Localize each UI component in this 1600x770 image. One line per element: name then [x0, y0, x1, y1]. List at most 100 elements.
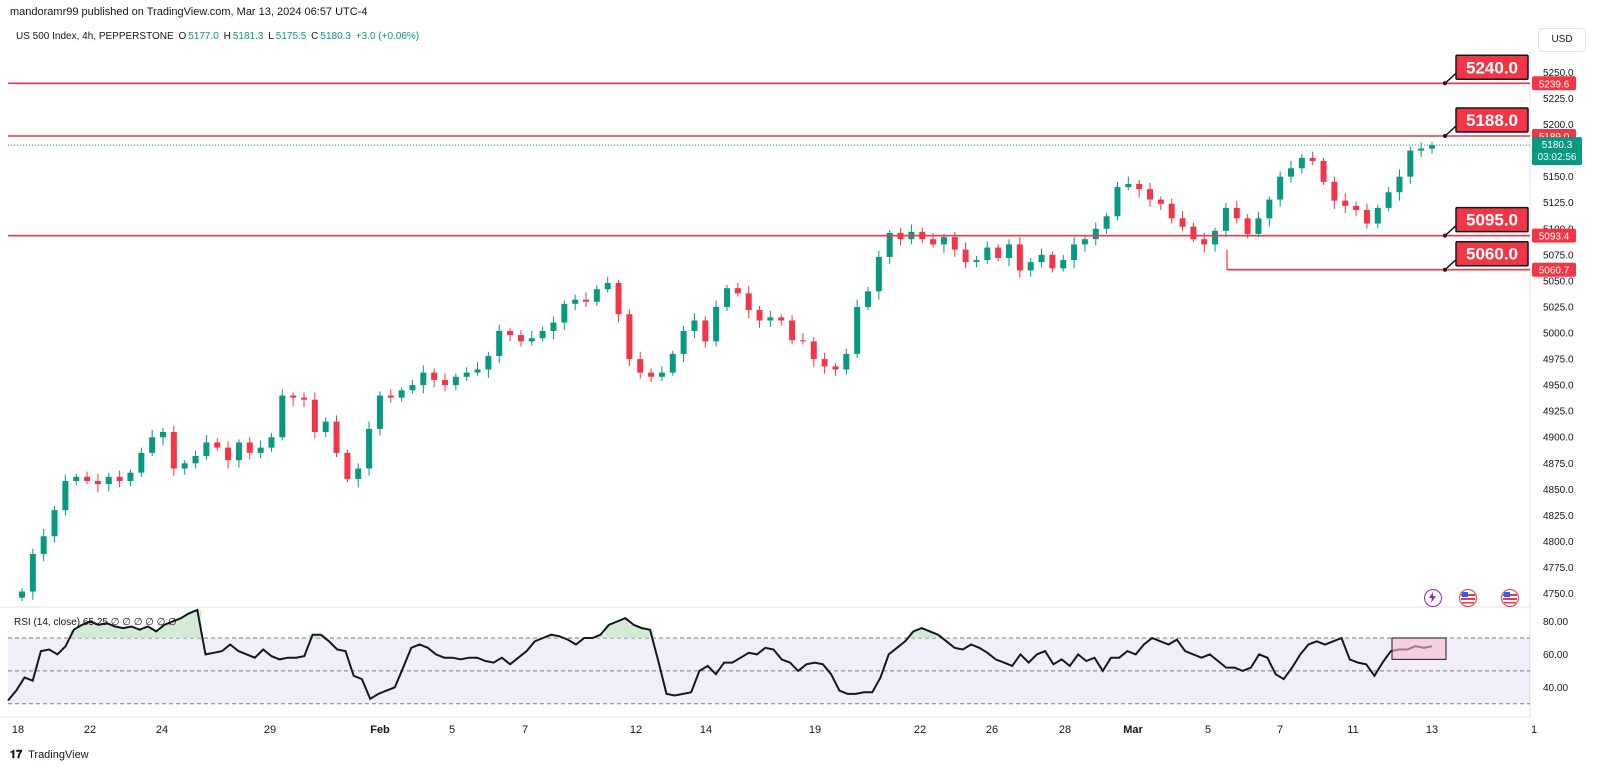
rsi-legend[interactable]: RSI (14, close) 65.25 ∅ ∅ ∅ ∅ ∅ ∅ [14, 617, 177, 628]
symbol-title[interactable]: US 500 Index, 4h, PEPPERSTONE [16, 31, 174, 42]
candle-body [474, 369, 481, 373]
candle-body [734, 288, 741, 294]
candle-body [40, 536, 47, 554]
candle-body [1320, 161, 1327, 182]
price-tick-label: 5125.0 [1543, 198, 1574, 209]
candle-body [1201, 239, 1208, 245]
candle-body [702, 320, 709, 342]
footer-brand[interactable]: 𝟏𝟕 TradingView [10, 749, 89, 762]
rsi-overbought-fill [547, 634, 556, 638]
lightning-icon[interactable] [1424, 589, 1442, 607]
candle-body [658, 372, 665, 377]
candle-body [160, 432, 166, 438]
candle-body [1049, 254, 1056, 269]
rsi-overbought-fill [909, 631, 918, 638]
candle-body [181, 463, 188, 469]
candle-body [1277, 176, 1284, 200]
candle-body [561, 303, 568, 323]
time-tick-label: Feb [370, 724, 390, 736]
rsi-overbought-fill [152, 631, 161, 638]
candle-body [789, 320, 796, 341]
candle-body [1331, 181, 1338, 201]
price-tick-label: 4975.0 [1543, 355, 1574, 366]
candle-body [246, 442, 253, 453]
callout-anchor [1443, 233, 1447, 238]
candle-body [767, 317, 774, 321]
callout-pointer [1444, 259, 1457, 271]
price-tick-label: 5050.0 [1543, 276, 1574, 287]
candle-body [225, 447, 232, 461]
candle-body [1298, 157, 1305, 169]
candle-body [539, 330, 546, 339]
time-tick-label: 22 [914, 724, 926, 736]
candle-body [604, 282, 611, 290]
currency-button[interactable]: USD [1538, 28, 1586, 52]
low-label: L [268, 31, 274, 42]
candle-body [1342, 200, 1349, 206]
time-tick-label: 29 [264, 724, 276, 736]
candle-body [1114, 187, 1121, 217]
candle-body [1179, 218, 1186, 227]
candle-body [1396, 176, 1403, 193]
candle-body [984, 247, 991, 261]
callout-anchor [1443, 267, 1447, 272]
candle-body [51, 510, 58, 537]
candle-body [94, 481, 101, 485]
rsi-overbought-fill [184, 613, 194, 638]
candle-body [1136, 183, 1143, 190]
us-flag-icon[interactable] [1501, 589, 1519, 607]
candle-body [930, 239, 937, 245]
candle-body [1222, 207, 1229, 231]
candle-body [724, 288, 730, 307]
candle-body [1288, 168, 1294, 177]
time-tick-label: 7 [522, 724, 528, 736]
candle-body [875, 256, 882, 292]
candle-body [170, 432, 177, 469]
price-tick-label: 5075.0 [1543, 250, 1574, 261]
level-callout-label: 5060.0 [1466, 245, 1518, 264]
rsi-tick-label: 80.00 [1543, 617, 1568, 628]
rsi-overbought-fill [629, 624, 638, 638]
rsi-overbought-fill [160, 624, 169, 638]
candle-body [1071, 244, 1078, 261]
high-value: 5181.3 [232, 31, 264, 42]
candle-body [452, 376, 459, 386]
close-label: C [311, 31, 319, 42]
candle-body [257, 447, 264, 453]
level-callout-label: 5240.0 [1466, 58, 1518, 77]
candle-body [507, 330, 514, 336]
price-tick-label: 5200.0 [1543, 120, 1574, 131]
candle-body [1027, 262, 1034, 271]
price-tick-label: 4950.0 [1543, 381, 1574, 392]
candle-body [669, 353, 676, 373]
candle-body [810, 341, 817, 360]
rsi-overbought-fill [612, 621, 622, 638]
price-tick-label: 4800.0 [1543, 537, 1574, 548]
price-tick-label: 5025.0 [1543, 302, 1574, 313]
level-axis-label: 5060.7 [1539, 266, 1570, 277]
time-tick-label: 18 [12, 724, 24, 736]
rsi-overbought-fill [77, 624, 87, 638]
price-tick-label: 5250.0 [1543, 68, 1574, 79]
time-tick-label: 24 [156, 724, 168, 736]
candle-body [583, 299, 589, 302]
candle-body [1190, 226, 1197, 240]
candle-body [962, 249, 969, 263]
candle-body [995, 247, 1002, 258]
rsi-overbought-fill [925, 631, 935, 638]
candle-body [322, 421, 329, 433]
candle-body [593, 289, 600, 302]
rsi-overbought-fill [127, 626, 136, 638]
rsi-overbought-fill [316, 634, 325, 638]
candle-body [420, 372, 427, 386]
us-flag-icon[interactable] [1459, 589, 1477, 607]
candle-body [203, 442, 210, 456]
candle-body [1407, 150, 1414, 177]
candle-body [19, 591, 25, 598]
candle-body [1244, 218, 1251, 234]
callout-pointer [1444, 125, 1457, 137]
candle-body [680, 330, 687, 354]
time-tick-label: 14 [700, 724, 712, 736]
